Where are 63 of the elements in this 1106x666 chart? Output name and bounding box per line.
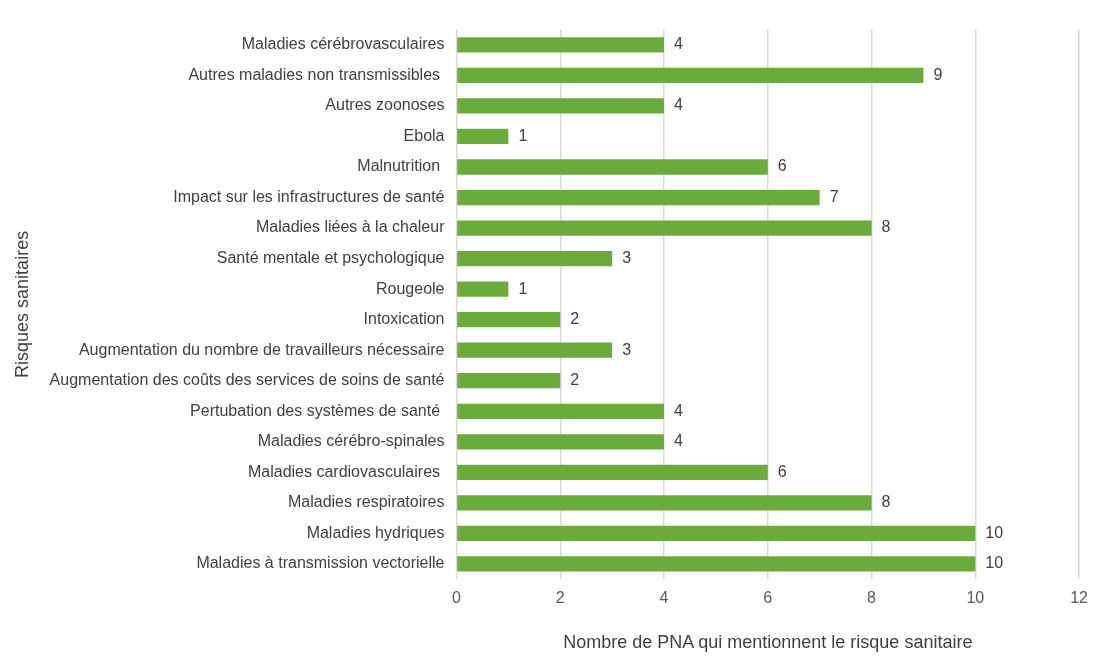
- bar: [457, 495, 872, 511]
- data-label: 7: [829, 187, 839, 205]
- bar: [457, 525, 976, 542]
- y-tick-label: Autres maladies non transmissibles: [188, 65, 445, 83]
- bar: [457, 403, 665, 419]
- y-tick-label: Ebola: [403, 126, 445, 144]
- bar: [457, 98, 665, 114]
- data-label: 4: [674, 96, 684, 114]
- y-tick-label: Autres zoonoses: [325, 96, 445, 114]
- y-tick-label: Augmentation des coûts des services de soins de santé: [49, 371, 445, 389]
- data-label: 2: [570, 310, 580, 328]
- y-tick-label: Rougeole: [376, 279, 445, 297]
- x-tick-label: 10: [966, 589, 985, 607]
- bar: [457, 220, 872, 236]
- bar: [457, 250, 613, 267]
- bar: [457, 312, 561, 328]
- y-tick-label: Augmentation du nombre de travailleurs nécessaire: [78, 340, 445, 358]
- bar: [457, 189, 820, 206]
- data-label: 4: [674, 432, 684, 450]
- data-label: 8: [881, 218, 891, 236]
- y-tick-label: Maladies à transmission vectorielle: [196, 554, 445, 572]
- y-tick-label: Impact sur les infrastructures de santé: [173, 187, 445, 205]
- bar: [457, 67, 924, 84]
- data-label: 3: [622, 340, 632, 358]
- data-label: 9: [933, 65, 943, 83]
- bar: [457, 373, 561, 389]
- y-axis-title: Risques sanitaires: [11, 230, 32, 378]
- data-label: 6: [777, 462, 787, 480]
- data-label: 1: [518, 126, 528, 144]
- bar: [457, 37, 665, 53]
- y-tick-label: Pertubation des systèmes de santé: [190, 401, 445, 419]
- x-tick-label: 6: [763, 589, 773, 607]
- y-tick-label: Maladies hydriques: [306, 523, 445, 541]
- y-tick-label: Malnutrition: [357, 157, 445, 175]
- x-axis-title: Nombre de PNA qui mentionnent le risque sanitaire: [563, 632, 973, 653]
- bar: [457, 434, 665, 450]
- x-tick-label: 4: [659, 589, 669, 607]
- x-tick-label: 12: [1070, 589, 1089, 607]
- y-tick-label: Intoxication: [363, 310, 445, 328]
- bar: [457, 464, 768, 480]
- data-label: 2: [570, 371, 580, 389]
- x-tick-label: 2: [555, 589, 565, 607]
- data-label: 4: [674, 35, 684, 53]
- x-tick-label: 0: [452, 589, 462, 607]
- bar: [457, 342, 613, 358]
- bar: [457, 281, 509, 297]
- y-tick-label: Maladies cardiovasculaires: [247, 462, 445, 480]
- y-tick-label: Maladies respiratoires: [287, 493, 445, 511]
- data-label: 10: [985, 523, 1004, 541]
- bar: [457, 128, 509, 145]
- data-label: 8: [881, 493, 891, 511]
- bar: [457, 159, 768, 175]
- y-tick-label: Santé mentale et psychologique: [216, 249, 445, 267]
- data-label: 10: [985, 554, 1004, 572]
- y-tick-label: Maladies cérébrovasculaires: [241, 35, 445, 53]
- y-tick-label: Maladies liées à la chaleur: [255, 218, 446, 236]
- y-tick-label: Maladies cérébro-spinales: [257, 432, 445, 450]
- data-label: 3: [622, 249, 632, 267]
- data-label: 4: [674, 401, 684, 419]
- x-tick-label: 8: [867, 589, 877, 607]
- data-label: 1: [518, 279, 528, 297]
- bar: [457, 556, 976, 572]
- data-label: 6: [777, 157, 787, 175]
